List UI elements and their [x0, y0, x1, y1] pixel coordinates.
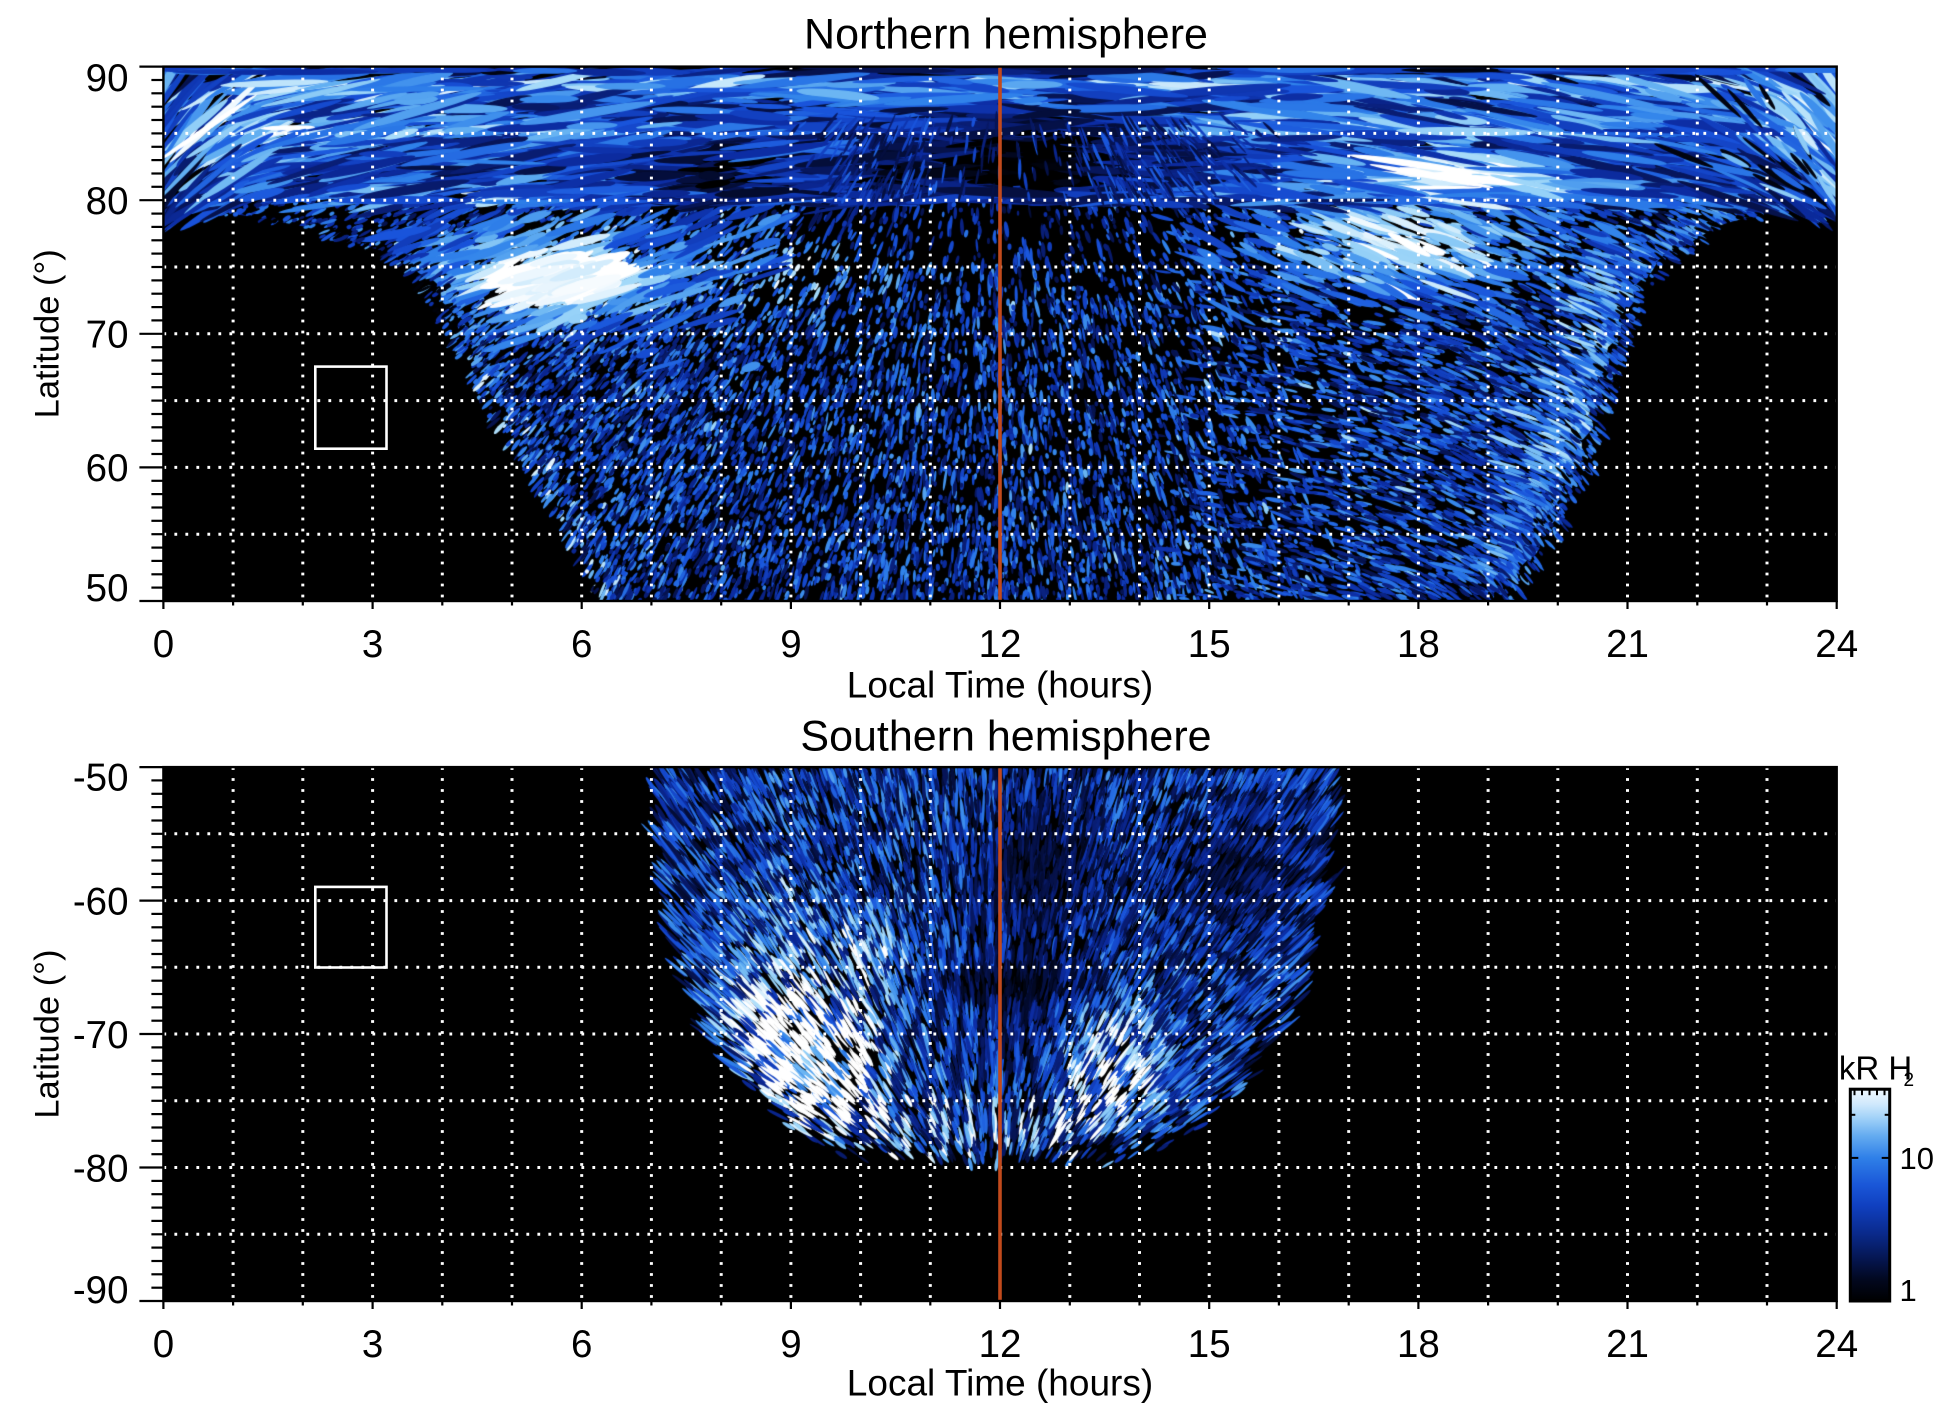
svg-text:-80: -80: [73, 1147, 129, 1190]
svg-text:Northern hemisphere: Northern hemisphere: [804, 10, 1208, 58]
svg-text:21: 21: [1606, 623, 1649, 666]
svg-text:-60: -60: [73, 880, 129, 923]
svg-text:9: 9: [780, 623, 801, 666]
svg-text:0: 0: [153, 623, 174, 666]
svg-text:Latitude (°): Latitude (°): [29, 950, 67, 1119]
svg-text:1: 1: [1900, 1273, 1917, 1308]
svg-text:24: 24: [1815, 623, 1858, 666]
svg-text:3: 3: [362, 623, 383, 666]
svg-text:50: 50: [86, 567, 129, 610]
svg-text:80: 80: [86, 180, 129, 223]
svg-text:18: 18: [1397, 1323, 1440, 1366]
svg-text:10: 10: [1900, 1141, 1934, 1176]
svg-text:12: 12: [979, 623, 1022, 666]
svg-text:-90: -90: [73, 1269, 129, 1312]
svg-text:21: 21: [1606, 1323, 1649, 1366]
svg-text:24: 24: [1815, 1323, 1858, 1366]
svg-text:Local Time (hours): Local Time (hours): [847, 665, 1153, 706]
svg-text:90: 90: [86, 57, 129, 100]
svg-text:70: 70: [86, 314, 129, 357]
svg-text:15: 15: [1188, 1323, 1231, 1366]
svg-text:60: 60: [86, 447, 129, 490]
svg-text:-50: -50: [73, 757, 129, 800]
svg-text:6: 6: [571, 623, 592, 666]
svg-text:2: 2: [1904, 1070, 1915, 1091]
svg-text:9: 9: [780, 1323, 801, 1366]
svg-text:3: 3: [362, 1323, 383, 1366]
svg-text:Latitude (°): Latitude (°): [29, 249, 67, 418]
svg-text:12: 12: [979, 1323, 1022, 1366]
svg-text:15: 15: [1188, 623, 1231, 666]
svg-text:Local Time (hours): Local Time (hours): [847, 1362, 1153, 1403]
svg-text:6: 6: [571, 1323, 592, 1366]
svg-text:18: 18: [1397, 623, 1440, 666]
svg-text:0: 0: [153, 1323, 174, 1366]
svg-text:-70: -70: [73, 1014, 129, 1057]
svg-text:Southern hemisphere: Southern hemisphere: [800, 713, 1211, 761]
svg-text:kR H: kR H: [1839, 1049, 1912, 1086]
